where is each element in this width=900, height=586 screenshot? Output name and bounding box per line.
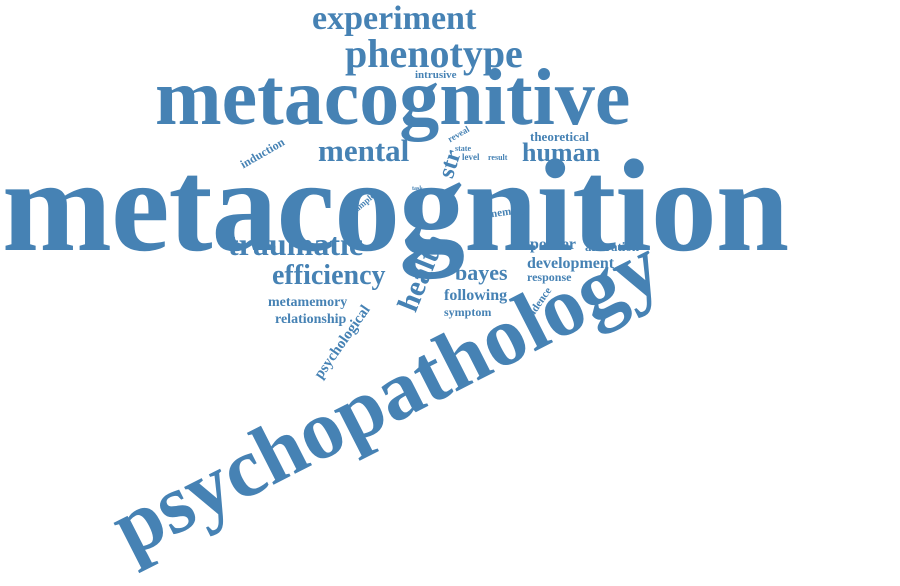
word-response: response: [527, 271, 571, 283]
word-traumatic: traumatic: [228, 228, 363, 260]
word-phenotype: phenotype: [345, 34, 523, 74]
word-intrusive: intrusive: [415, 70, 457, 81]
word-following: following: [444, 288, 507, 304]
word-efficiency: efficiency: [272, 262, 386, 290]
word-experiment: experiment: [312, 2, 476, 36]
word-alteration: alteration: [585, 240, 639, 253]
word-bayes: bayes: [455, 262, 508, 284]
word-result: result: [488, 154, 507, 162]
word-task: task: [412, 186, 423, 192]
word-mental: mental: [318, 135, 409, 166]
word-theoretical: theoretical: [530, 130, 589, 143]
word-relationship: relationship: [275, 313, 346, 327]
word-symptom: symptom: [444, 306, 491, 318]
word-level: level: [462, 153, 480, 162]
word-metamemory: metamemory: [268, 296, 347, 310]
word-poorer: poorer: [530, 237, 576, 253]
